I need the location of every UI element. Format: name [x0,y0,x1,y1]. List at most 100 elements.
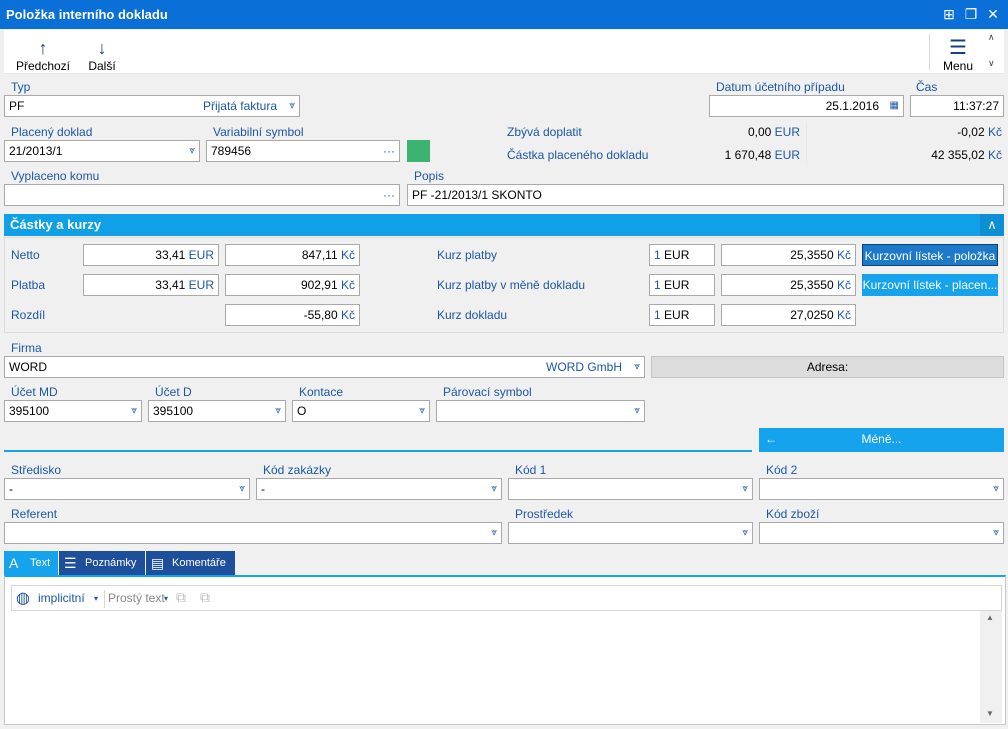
kurz-platby-field[interactable]: 25,3550 Kč [721,244,856,266]
chevron-down-icon[interactable]: ▾ [164,594,169,603]
castky-section-header[interactable]: Částky a kurzy ∧ [4,214,1004,236]
kurz-dokladu-field[interactable]: 27,0250 Kč [721,304,856,326]
kod1-field[interactable]: ⩔ [508,478,753,500]
next-button[interactable]: ↓ Další [80,30,124,74]
chevron-down-icon[interactable]: ⩔ [634,361,640,372]
chevron-down-icon[interactable]: ⩔ [491,483,497,494]
kurzovni-listek-polozka-button[interactable]: Kurzovní lístek - položka [862,244,998,266]
calendar-icon[interactable]: ▦ [889,100,899,111]
copy-icon[interactable]: ⧉ [176,589,186,605]
ucet-md-field[interactable]: 395100 ⩔ [4,400,142,422]
kod-zakazky-field[interactable]: - ⩔ [256,478,502,500]
netto-czk-field[interactable]: 847,11 Kč [225,244,360,266]
tab-label: Text [30,557,51,569]
kurz-mena-qty-field[interactable]: 1 EUR [649,274,715,296]
platba-eur-field[interactable]: 33,41 EUR [83,274,219,296]
cas-field[interactable]: 11:37:27 [910,95,1004,117]
chevron-down-icon[interactable]: ⩔ [275,405,281,416]
language-select[interactable]: implicitní [38,591,85,605]
close-icon[interactable]: ✕ [987,6,999,22]
chevron-down-icon[interactable]: ⩔ [131,405,137,416]
chevron-down-icon[interactable]: ⩔ [993,483,999,494]
mene-label: Méně... [861,432,902,446]
chevron-down-icon[interactable]: ⩔ [993,527,999,538]
editor-toolbar: ◍ implicitní ▾ Prostý text ▾ ⧉ ⧉ [11,585,1002,611]
typ-field[interactable]: PF Přijatá faktura ⩔ [4,95,300,117]
tab-label: Komentáře [172,557,226,569]
datum-value: 25.1.2016 [825,99,879,113]
prostredek-label: Prostředek [515,507,574,521]
placeny-field[interactable]: 21/2013/1 ⩔ [4,140,200,162]
kontace-label: Kontace [299,385,344,399]
tab-komentare[interactable]: ▤ Komentáře [146,551,235,575]
netto-eur-field[interactable]: 33,41 EUR [83,244,219,266]
format-select[interactable]: Prostý text [108,591,165,605]
kontace-field[interactable]: O ⩔ [292,400,430,422]
referent-field[interactable]: ⩔ [4,522,502,544]
chevron-down-icon[interactable]: ⩔ [419,405,425,416]
restore-icon[interactable]: ❐ [964,6,978,22]
scroll-down-icon[interactable]: ▼ [986,709,994,718]
vyplaceno-field[interactable]: ··· [4,184,400,206]
castka-czk: 42 355,02 Kč [931,148,1002,162]
scroll-up-icon[interactable]: ▲ [986,613,994,622]
paste-icon[interactable]: ⧉ [200,589,210,605]
stredisko-field[interactable]: - ⩔ [4,478,250,500]
kod-zbozi-label: Kód zboží [766,507,820,521]
kurz-dokladu-label: Kurz dokladu [437,308,508,322]
kurzovni-listek-placeny-button[interactable]: Kurzovní lístek - placen... [862,274,998,296]
typ-value: PF [9,99,25,113]
chevron-down-icon[interactable]: ⩔ [239,483,245,494]
rozdil-label: Rozdíl [11,308,46,322]
scroll-up-icon[interactable]: ∧ [988,32,995,42]
popis-field[interactable]: PF -21/2013/1 SKONTO [407,184,1004,206]
firma-field[interactable]: WORD WORD GmbH ⩔ [4,356,645,378]
chevron-down-icon[interactable]: ⩔ [634,405,640,416]
platba-czk-field[interactable]: 902,91 Kč [225,274,360,296]
scroll-down-icon[interactable]: ∨ [988,58,995,68]
divider [4,450,752,452]
netto-label: Netto [11,248,40,262]
kod2-field[interactable]: ⩔ [759,478,1004,500]
chevron-down-icon[interactable]: ▾ [94,594,99,603]
collapse-icon[interactable]: ∧ [980,214,1004,236]
kurz-dokladu-qty-field[interactable]: 1 EUR [649,304,715,326]
rozdil-czk-field: -55,80 Kč [225,304,360,326]
previous-button[interactable]: ↑ Předchozí [12,30,74,74]
kod1-label: Kód 1 [515,463,547,477]
chevron-down-icon[interactable]: ⩔ [189,145,195,156]
chevron-down-icon[interactable]: ⩔ [742,483,748,494]
ucet-d-field[interactable]: 395100 ⩔ [148,400,286,422]
kurz-platby-qty-field[interactable]: 1 EUR [649,244,715,266]
datum-label: Datum účetního případu [716,80,845,94]
adresa-button[interactable]: Adresa: [651,356,1004,378]
ellipsis-icon[interactable]: ··· [383,144,395,158]
scrollbar[interactable]: ▲ ▼ [980,611,1002,723]
menu-label: Menu [942,59,974,73]
ucet-d-label: Účet D [155,385,192,399]
kurz-mena-field[interactable]: 25,3550 Kč [721,274,856,296]
mene-button[interactable]: ← Méně... [759,428,1004,450]
tab-poznamky[interactable]: ☰ Poznámky [59,551,145,575]
pin-icon[interactable]: ⊞ [943,6,955,22]
vs-value: 789456 [211,144,252,158]
firma-label: Firma [11,341,42,355]
datum-field[interactable]: 25.1.2016 ▦ [709,95,904,117]
ellipsis-icon[interactable]: ··· [383,188,395,202]
parovaci-field[interactable]: ⩔ [436,400,645,422]
menu-button[interactable]: ☰ Menu [934,30,982,74]
kod-zbozi-field[interactable]: ⩔ [759,522,1004,544]
hamburger-icon: ☰ [949,37,967,59]
referent-label: Referent [11,507,58,521]
window-title: Položka interního dokladu [6,7,168,22]
next-label: Další [88,59,116,73]
chevron-down-icon[interactable]: ⩔ [742,527,748,538]
ucet-md-label: Účet MD [11,385,58,399]
tab-label: Poznámky [85,557,137,569]
chevron-down-icon[interactable]: ⩔ [289,100,295,111]
tab-text[interactable]: A Text [4,551,58,575]
divider [929,34,930,70]
vs-field[interactable]: 789456 ··· [206,140,400,162]
chevron-down-icon[interactable]: ⩔ [491,527,497,538]
prostredek-field[interactable]: ⩔ [508,522,753,544]
